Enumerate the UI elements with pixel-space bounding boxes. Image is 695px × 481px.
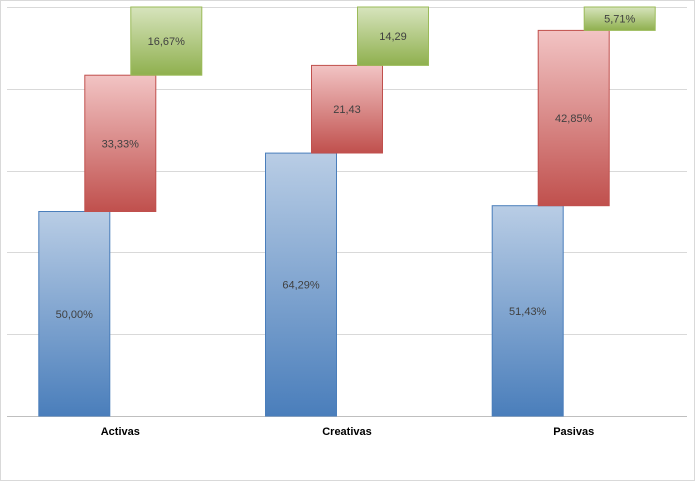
data-label: 51,43% — [509, 306, 547, 318]
bar-segment — [491, 205, 564, 417]
bar-segment — [537, 29, 610, 207]
data-labels: 50,00% 33,33% 16,67% 64,29% 21,43 14,29 51,43%… — [56, 14, 636, 321]
bars — [38, 6, 656, 417]
bar-segment — [130, 6, 203, 76]
bar-segment — [583, 6, 656, 31]
category-label: Pasivas — [553, 426, 594, 438]
data-label: 16,67% — [148, 36, 186, 48]
data-label: 5,71% — [604, 14, 635, 26]
bar-segment — [38, 211, 111, 417]
bar-segment — [311, 64, 383, 154]
data-label: 50,00% — [56, 309, 94, 321]
bar-segment — [84, 74, 157, 212]
category-labels: Activas Creativas Pasivas — [101, 426, 594, 438]
category-label: Creativas — [322, 426, 372, 438]
data-label: 14,29 — [379, 31, 407, 43]
bar-segment — [265, 152, 337, 417]
data-label: 64,29% — [282, 280, 320, 292]
data-label: 42,85% — [555, 113, 593, 125]
bar-segment — [357, 6, 429, 66]
data-label: 33,33% — [102, 138, 140, 150]
data-label: 21,43 — [333, 104, 361, 116]
category-label: Activas — [101, 426, 140, 438]
